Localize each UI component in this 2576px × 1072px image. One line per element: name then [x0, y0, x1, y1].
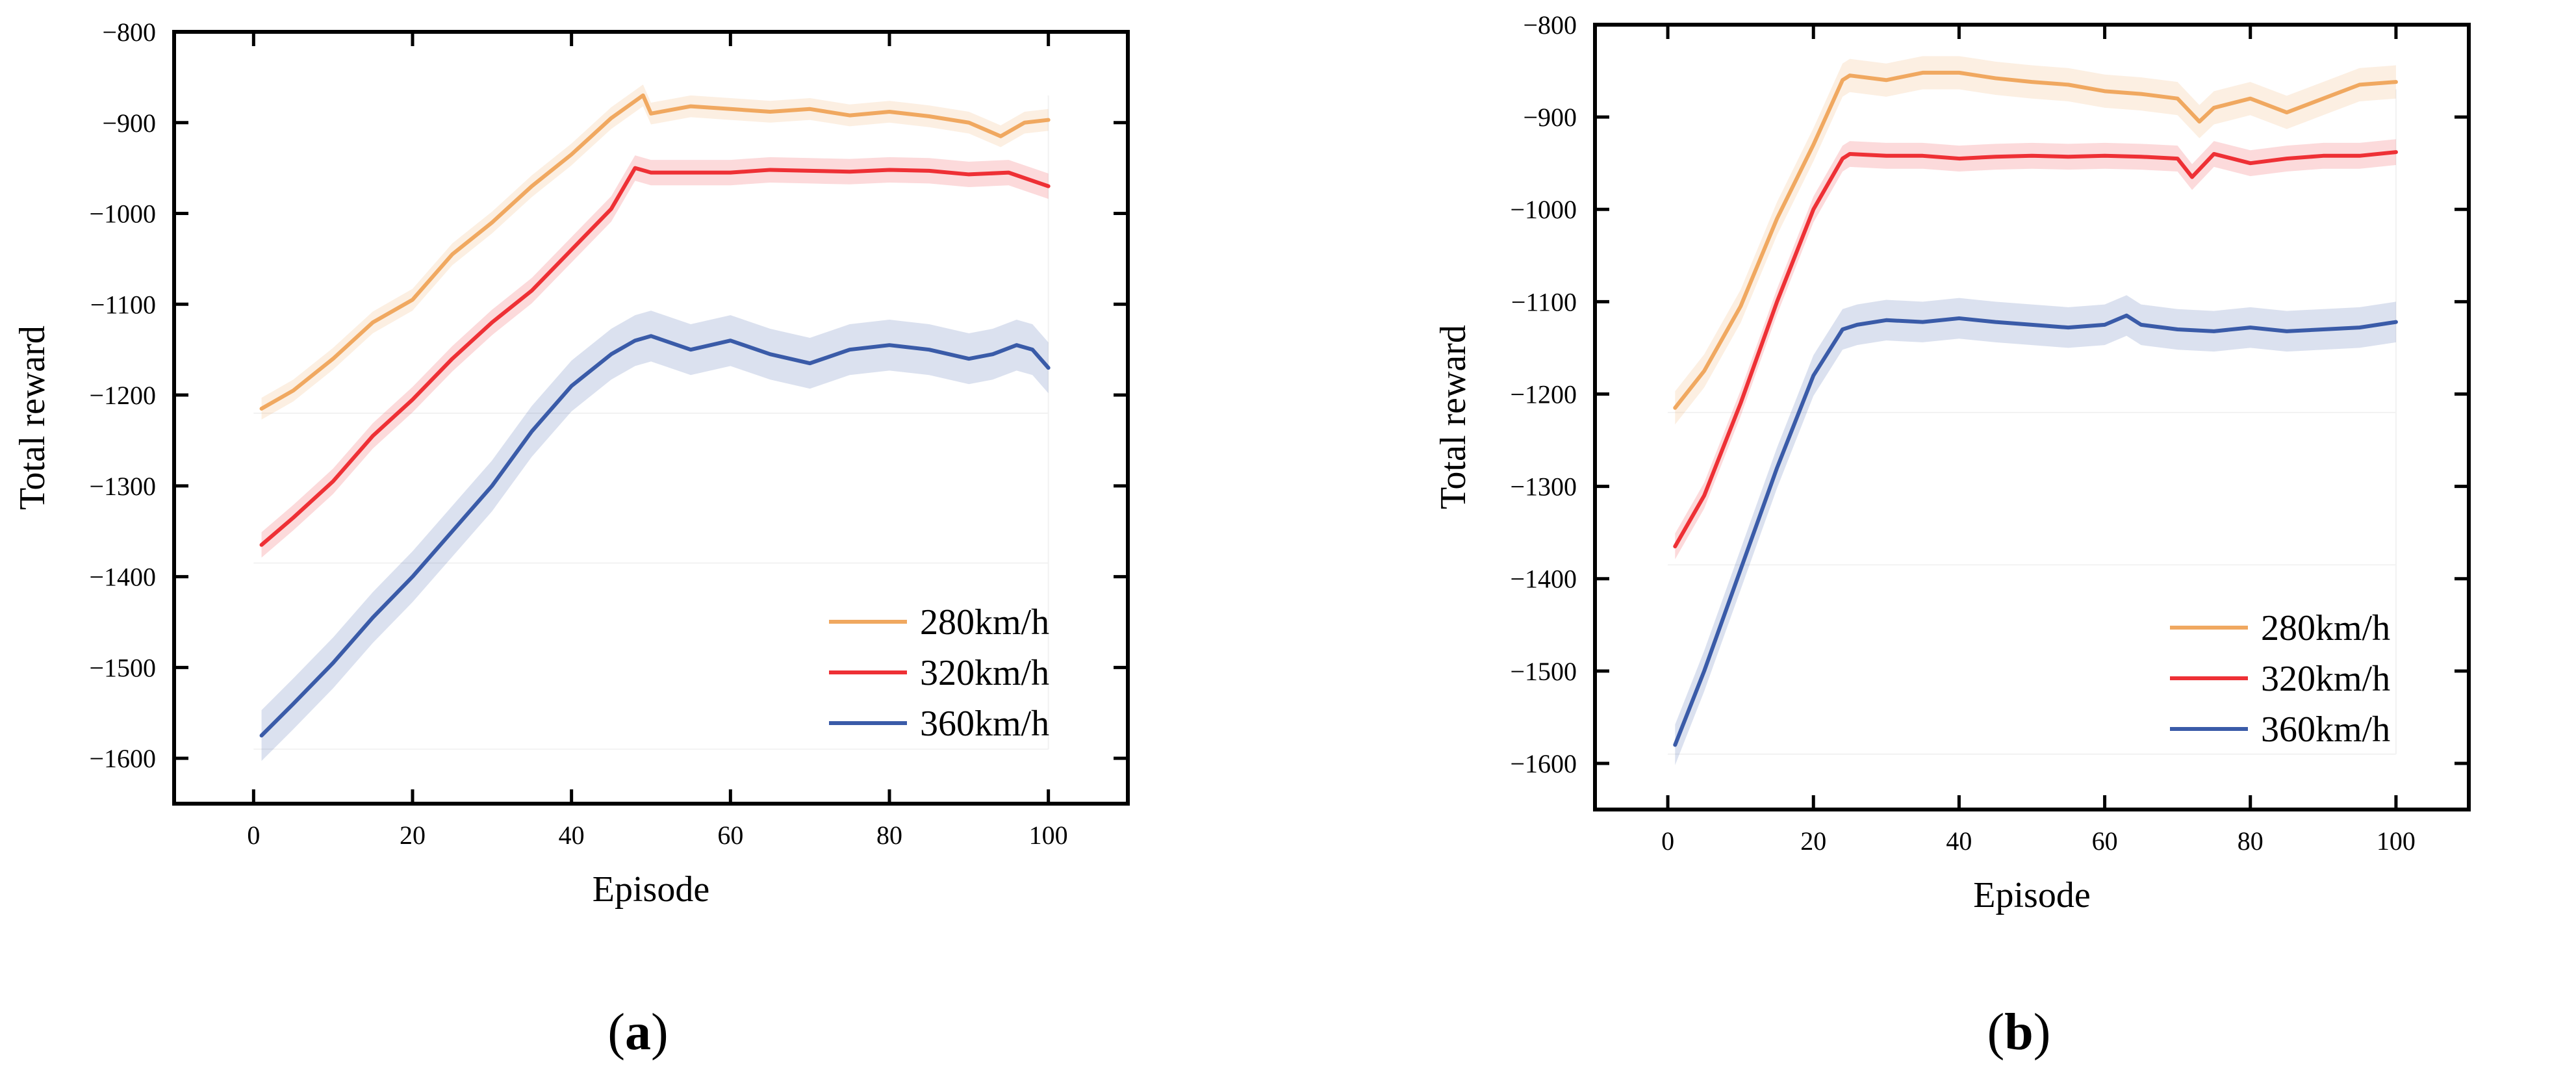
panel-label: (b)	[1987, 1004, 2051, 1061]
y-tick-label: −1300	[1510, 472, 1577, 502]
x-tick-label: 100	[2377, 826, 2416, 856]
x-tick-label: 0	[1661, 826, 1674, 856]
legend-label: 280km/h	[920, 602, 1049, 643]
plot-frame	[172, 30, 1130, 806]
y-axis-title: Total reward	[12, 325, 53, 510]
legend-label: 360km/h	[920, 704, 1049, 744]
x-tick-label: 0	[247, 821, 260, 850]
panel-b: −800 −900 −1000 −1100 −1200 −1300 −1400 −1500 −1…	[1288, 0, 2576, 1072]
x-tick-label: 20	[1800, 826, 1826, 856]
y-tick-label: −1600	[1510, 749, 1577, 778]
y-tick-label: −1300	[89, 472, 156, 501]
y-tick-label: −1500	[89, 653, 156, 682]
x-tick-label: 100	[1029, 821, 1068, 850]
panel-a: −800 −900 −1000 −1100 −1200 −1300 −1400 −1500 −1…	[12, 18, 1130, 1061]
legend-label: 280km/h	[2261, 608, 2390, 648]
y-tick-label: −1500	[1510, 657, 1577, 686]
x-tick-label: 60	[717, 821, 743, 850]
y-tick-label: −900	[102, 108, 156, 138]
y-tick-label: −1100	[90, 290, 156, 319]
y-tick-label: −1400	[89, 563, 156, 592]
y-tick-label: −1200	[89, 381, 156, 410]
y-tick-label: −1400	[1510, 565, 1577, 594]
x-tick-label: 40	[559, 821, 585, 850]
y-tick-label: −800	[102, 18, 156, 47]
x-tick-label: 60	[2092, 826, 2118, 856]
y-tick-label: −1000	[89, 199, 156, 229]
x-axis-title: Episode	[593, 869, 709, 910]
plot-frame	[1593, 23, 2471, 811]
y-tick-label: −800	[1523, 10, 1577, 40]
series-line-320km/h	[1673, 150, 2398, 548]
legend-label: 320km/h	[920, 653, 1049, 693]
legend-label: 360km/h	[2261, 709, 2390, 750]
x-tick-label: 40	[1946, 826, 1972, 856]
series-line-360km/h	[1673, 313, 2398, 747]
x-axis-title: Episode	[1973, 875, 2090, 915]
series-band-280km/h	[261, 84, 1049, 420]
series-band-360km/h	[1675, 295, 2396, 765]
x-tick-label: 80	[876, 821, 902, 850]
series-band-280km/h	[1675, 56, 2396, 425]
x-tick-label: 20	[400, 821, 426, 850]
x-tick-label: 80	[2238, 826, 2264, 856]
chart-b: −800 −900 −1000 −1100 −1200 −1300 −1400 −1500 −1…	[1433, 10, 2471, 1061]
series-line-320km/h	[259, 166, 1051, 547]
y-tick-label: −1100	[1511, 287, 1577, 316]
series-line-360km/h	[259, 334, 1051, 738]
y-tick-label: −1000	[1510, 195, 1577, 224]
y-tick-label: −900	[1523, 103, 1577, 132]
panel-label: (a)	[607, 1004, 668, 1061]
y-axis-title: Total reward	[1433, 325, 1473, 509]
chart-a: −800 −900 −1000 −1100 −1200 −1300 −1400 −1500 −1…	[12, 18, 1130, 1061]
series-line-280km/h	[1673, 70, 2398, 410]
y-tick-label: −1200	[1510, 379, 1577, 409]
legend-label: 320km/h	[2261, 659, 2390, 699]
y-tick-label: −1600	[89, 744, 156, 773]
series-line-280km/h	[259, 93, 1051, 411]
series-band-360km/h	[261, 311, 1049, 761]
